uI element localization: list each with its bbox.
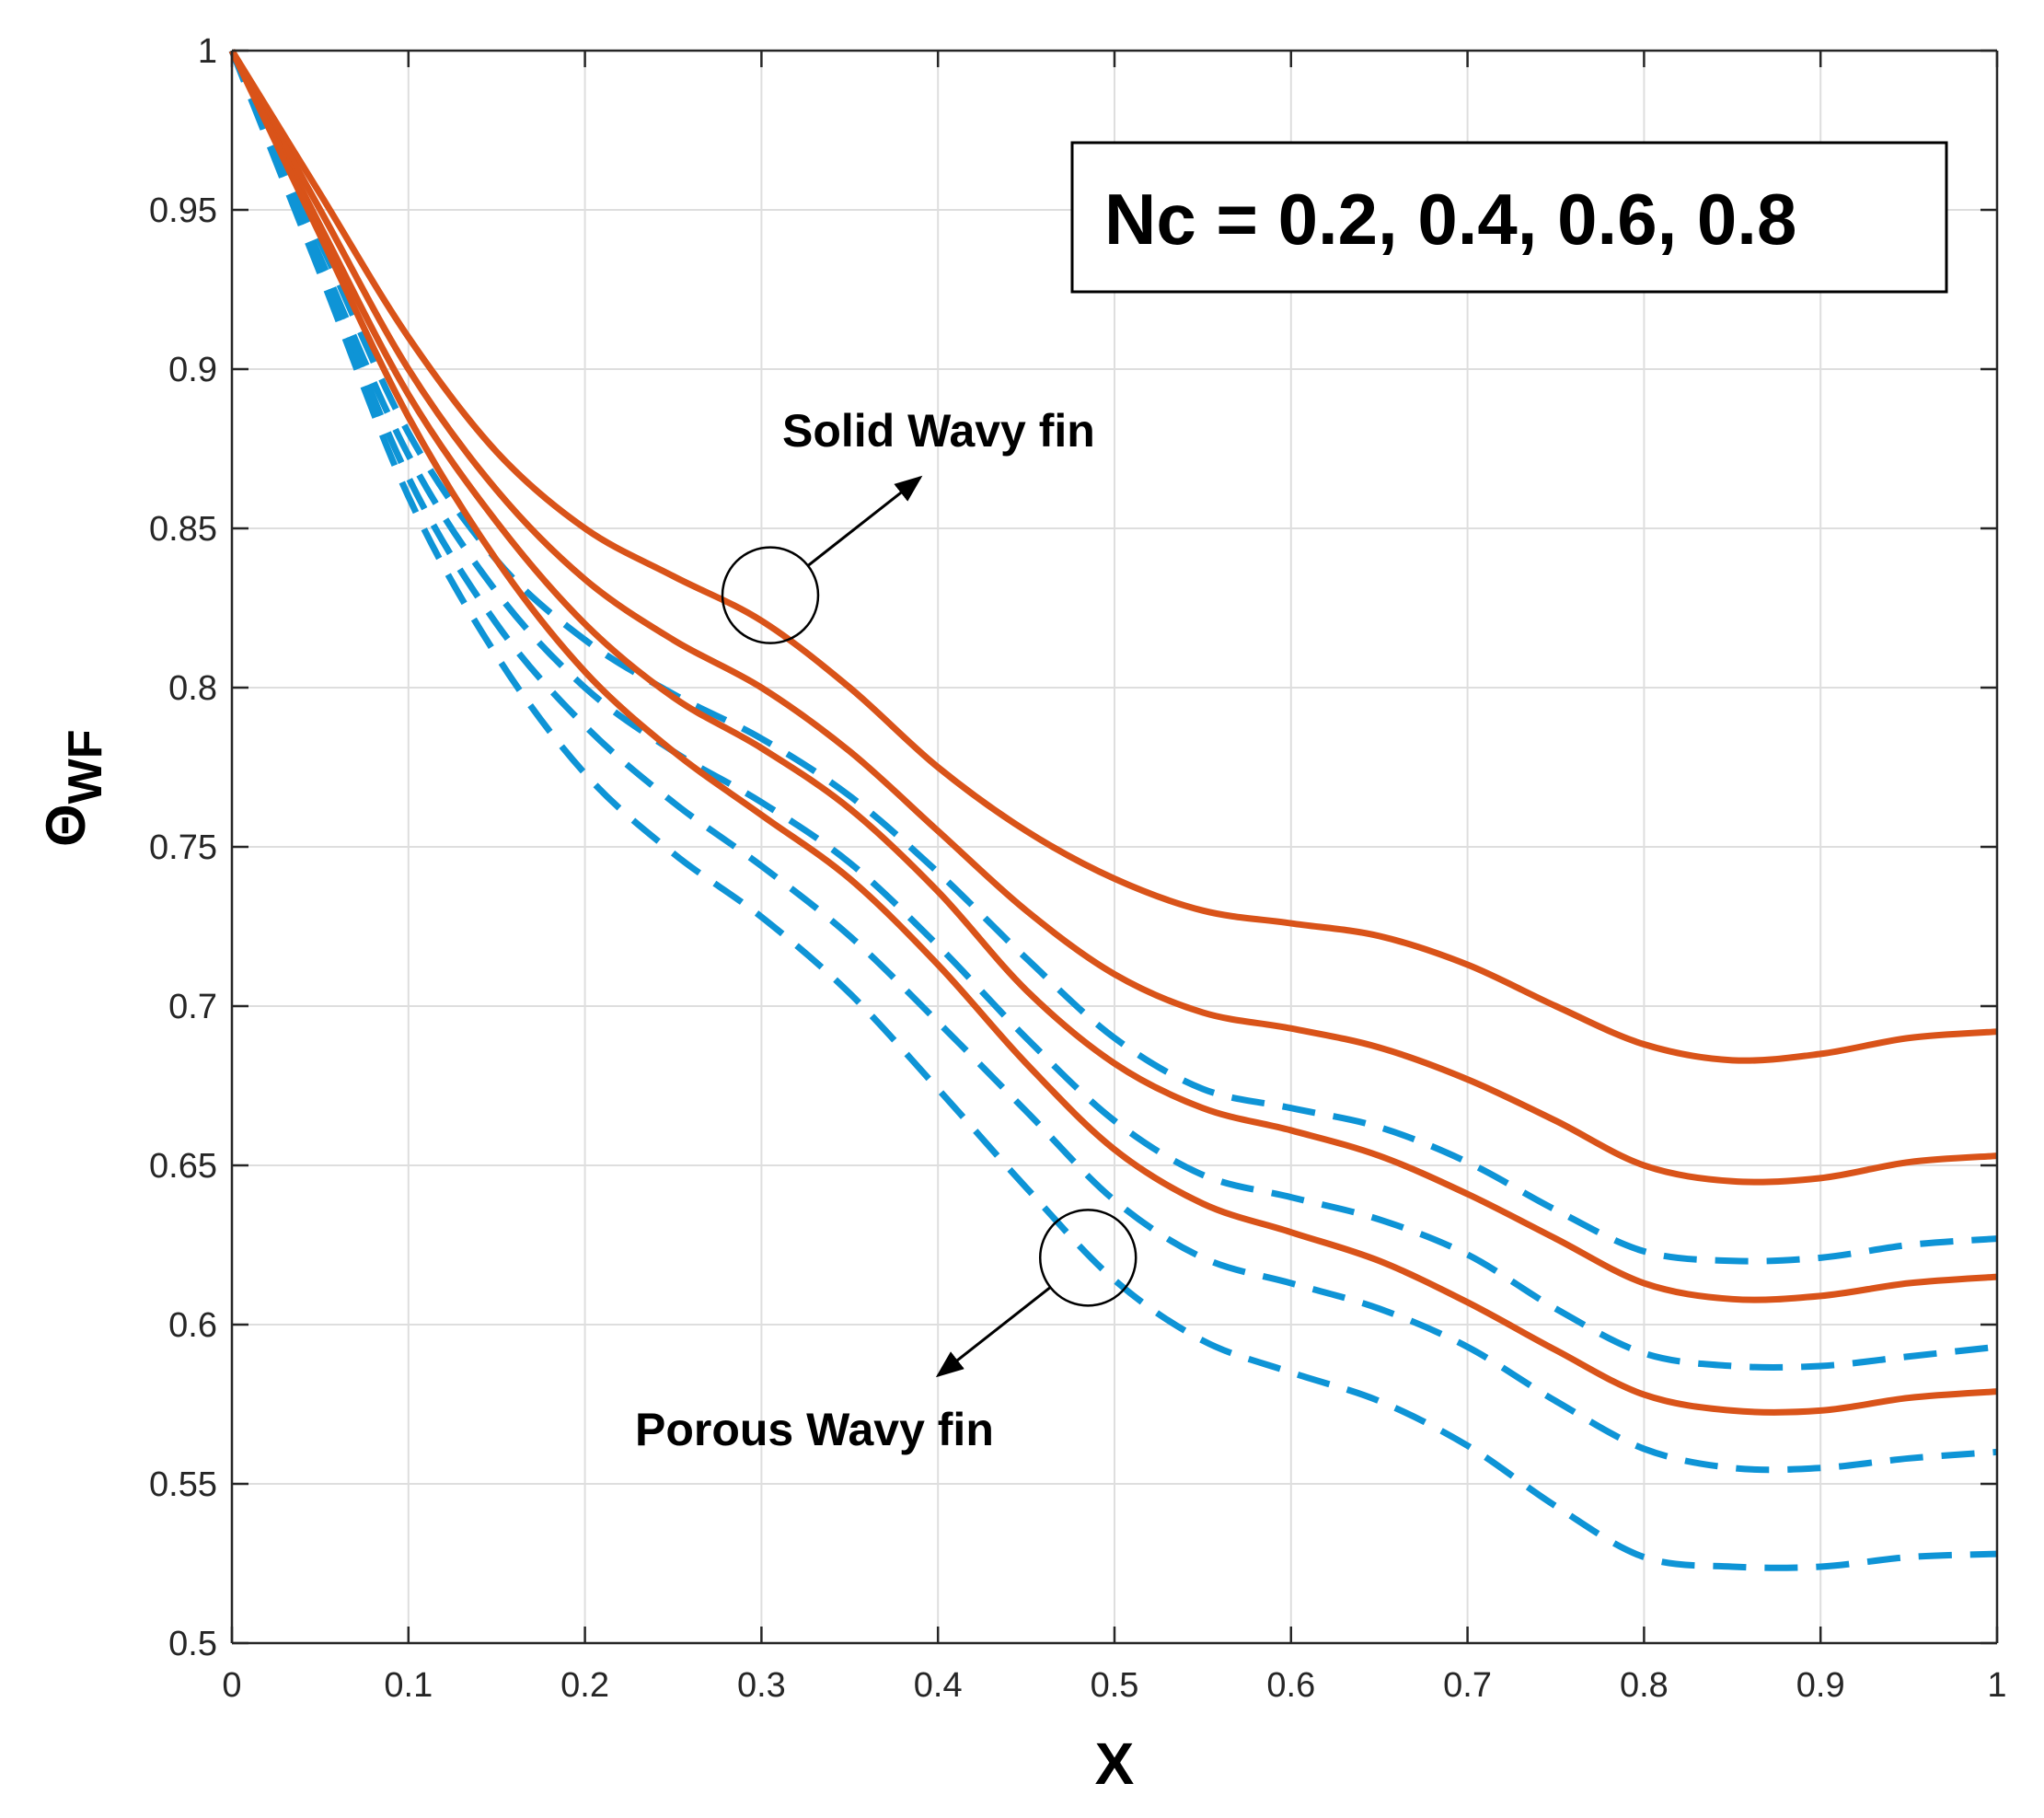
legend-box-text: Nc = 0.2, 0.4, 0.6, 0.8 (1104, 179, 1796, 260)
grid (232, 51, 1997, 1643)
x-tick-label: 0.2 (560, 1666, 609, 1705)
y-tick-label: 0.6 (168, 1306, 217, 1345)
solid-series-line-4 (228, 49, 1998, 1416)
y-axis-title: ΘWF (35, 729, 112, 847)
y-axis-title-main: Θ (35, 804, 97, 847)
x-tick-label: 0.3 (737, 1666, 786, 1705)
annotation-label-1: Solid Wavy fin (782, 405, 1095, 457)
y-axis-title-sub: WF (59, 729, 112, 804)
x-tick-label: 1 (1987, 1666, 2006, 1705)
x-axis-title: X (1095, 1731, 1135, 1797)
x-tick-label: 0.6 (1266, 1666, 1315, 1705)
x-tick-label: 0 (222, 1666, 241, 1705)
svg-text:ΘWF: ΘWF (35, 729, 112, 847)
y-tick-label: 0.5 (168, 1625, 217, 1663)
y-tick-label: 0.7 (168, 988, 217, 1026)
y-tick-label: 0.95 (149, 191, 217, 230)
porous-series-line-7 (228, 49, 1998, 1474)
solid-series-line-2 (228, 49, 1998, 1186)
annotation-arrow-1 (806, 475, 923, 567)
series-layer (228, 49, 1998, 1571)
y-tick-label: 0.65 (149, 1147, 217, 1186)
annotation-circle-2 (1038, 1209, 1137, 1307)
x-tick-label: 0.5 (1091, 1666, 1139, 1705)
y-tick-label: 0.85 (149, 510, 217, 549)
y-tick-label: 1 (198, 32, 217, 71)
porous-series-line-6 (228, 49, 1998, 1371)
porous-series-line-5 (228, 49, 1998, 1265)
porous-series-line-8 (228, 49, 1998, 1571)
x-tick-label: 0.7 (1443, 1666, 1492, 1705)
annotation-arrow-2 (935, 1286, 1052, 1378)
x-tick-label: 0.1 (384, 1666, 433, 1705)
solid-series-line-1 (229, 49, 1998, 1064)
legend-box-frame (1070, 141, 1948, 294)
annotations: Solid Wavy fin Porous Wavy fin (635, 405, 1137, 1455)
x-tick-label: 0.9 (1796, 1666, 1845, 1705)
annotation-label-2: Porous Wavy fin (635, 1404, 994, 1455)
annotation-circle-1 (721, 546, 820, 644)
ticks: 0 0.1 0.2 0.3 0.4 0.5 0.6 0.7 0.8 0.9 1 0.5 0.55 0.6 0… (149, 32, 2007, 1705)
y-tick-label: 0.9 (168, 351, 217, 389)
solid-series-line-3 (228, 49, 1998, 1303)
y-tick-label: 0.75 (149, 828, 217, 867)
legend-box: Nc = 0.2, 0.4, 0.6, 0.8 (1070, 141, 1948, 294)
x-tick-label: 0.4 (914, 1666, 963, 1705)
y-tick-label: 0.8 (168, 669, 217, 708)
x-tick-label: 0.8 (1620, 1666, 1669, 1705)
y-tick-label: 0.55 (149, 1465, 217, 1504)
